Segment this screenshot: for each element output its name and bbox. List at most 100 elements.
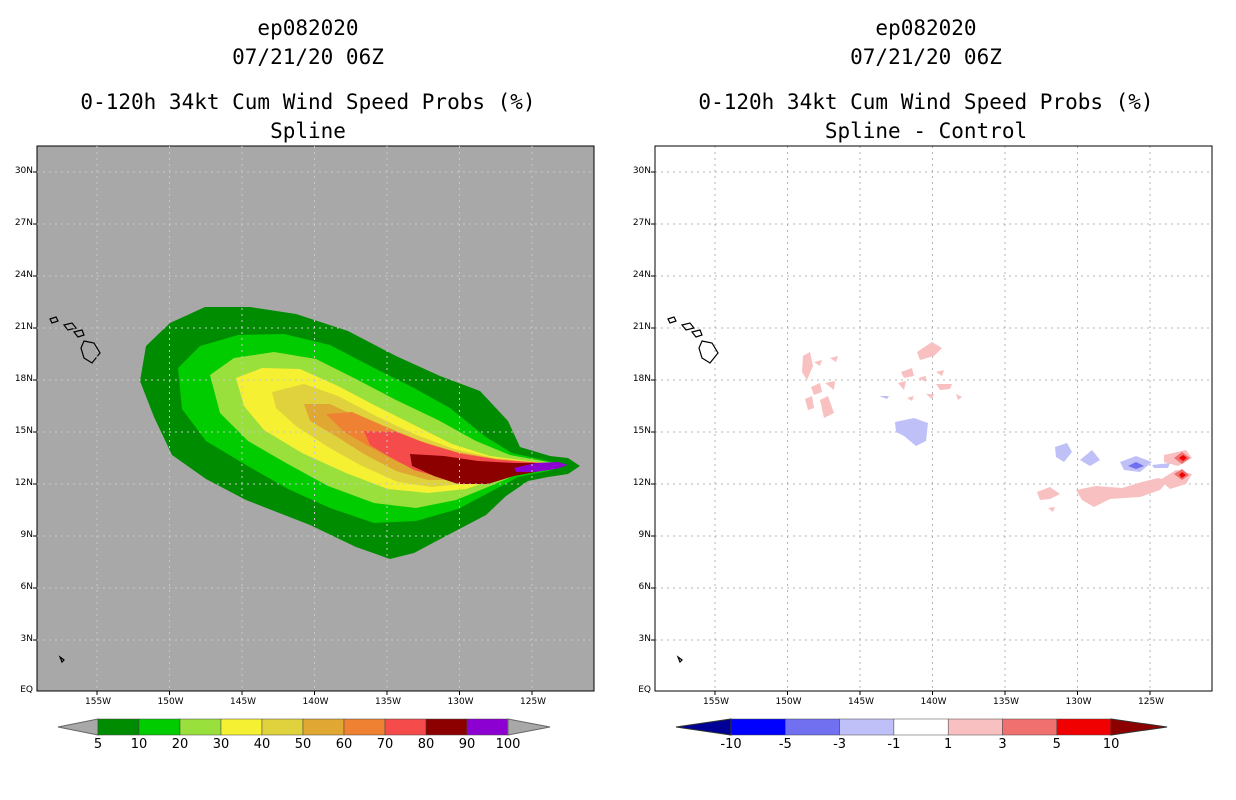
diff-neg-6 xyxy=(1152,463,1170,468)
right-lon-label: 155W xyxy=(703,697,730,707)
diff-pos-4 xyxy=(805,396,814,410)
right-colorbar-label: 1 xyxy=(944,737,953,752)
right-island-big-island xyxy=(698,340,719,364)
diff-neg-4 xyxy=(1080,450,1100,466)
left-colorbar-swatch xyxy=(138,718,181,736)
left-lon-label: 155W xyxy=(85,697,112,707)
right-lat-label: 9N xyxy=(638,530,651,540)
left-colorbar-label: 10 xyxy=(130,737,148,752)
left-colorbar-label: 50 xyxy=(294,737,312,752)
right-island-kauai xyxy=(667,316,677,324)
left-lon-label: 145W xyxy=(230,697,257,707)
left-lat-label: 9N xyxy=(20,530,33,540)
right-colorbar-swatch xyxy=(839,718,895,736)
left-colorbar-label: 5 xyxy=(93,737,103,752)
right-colorbar-swatch xyxy=(893,718,949,736)
right-hawaii-islands xyxy=(667,316,719,664)
contour-80 xyxy=(410,454,566,484)
diff-pos-13 xyxy=(936,384,952,390)
right-lon-label: 130W xyxy=(1065,697,1092,707)
left-hawaii-islands xyxy=(49,316,101,664)
left-colorbar-swatch xyxy=(384,718,427,736)
right-colorbar-label: -1 xyxy=(887,737,901,752)
left-colorbar xyxy=(57,718,551,736)
right-colorbar-high-triangle xyxy=(1110,718,1168,736)
right-colorbar-swatch xyxy=(730,718,786,736)
left-lat-label: 15N xyxy=(14,426,33,436)
diff-pos-24 xyxy=(1179,455,1187,461)
diff-pos-25 xyxy=(1179,472,1186,478)
diff-pos-12 xyxy=(898,381,906,390)
right-colorbar-swatch xyxy=(1056,718,1112,736)
left-colorbar-swatch xyxy=(343,718,386,736)
left-map-frame xyxy=(36,145,595,692)
left-colorbar-swatch xyxy=(179,718,222,736)
diff-pos-11 xyxy=(936,370,944,376)
diff-pos-8 xyxy=(917,342,942,360)
right-lat-label: 12N xyxy=(632,478,651,488)
right-island-oahu xyxy=(680,322,696,331)
diff-pos-15 xyxy=(926,394,934,399)
diff-pos-14 xyxy=(907,396,914,401)
right-colorbar-label: -5 xyxy=(778,737,792,752)
right-colorbar-swatch xyxy=(785,718,840,736)
left-lon-label: 130W xyxy=(447,697,474,707)
left-datetime: 07/21/20 06Z xyxy=(232,45,384,69)
left-colorbar-label: 30 xyxy=(212,737,230,752)
right-lat-label: EQ xyxy=(638,685,651,695)
right-lat-label: 3N xyxy=(638,634,651,644)
left-map xyxy=(33,145,595,695)
diff-pos-6 xyxy=(814,360,822,366)
right-lat-label: 27N xyxy=(632,218,651,228)
left-colorbar-swatch xyxy=(261,718,304,736)
left-lat-label: 30N xyxy=(14,166,33,176)
left-lat-label: EQ xyxy=(20,685,33,695)
left-island-oahu xyxy=(62,322,78,331)
diff-pos-10 xyxy=(918,376,926,382)
right-colorbar-label: 5 xyxy=(1052,737,1061,752)
left-colorbar-swatch xyxy=(302,718,345,736)
left-colorbar-label: 40 xyxy=(253,737,271,752)
left-colorbar-swatch xyxy=(466,718,509,736)
left-probability-contours xyxy=(140,307,580,559)
left-colorbar-label: 80 xyxy=(417,737,435,752)
right-island-maui xyxy=(690,329,703,338)
right-lat-label: 30N xyxy=(632,166,651,176)
right-gridlines xyxy=(651,146,1212,695)
left-lat-label: 12N xyxy=(14,478,33,488)
right-colorbar-label: -10 xyxy=(720,737,742,752)
diff-pos-17 xyxy=(1037,487,1060,500)
right-lon-label: 145W xyxy=(848,697,875,707)
left-colorbar-label: 60 xyxy=(335,737,353,752)
right-colorbar-label: 10 xyxy=(1102,737,1120,752)
left-lat-label: 21N xyxy=(14,322,33,332)
left-colorbar-swatch xyxy=(97,718,140,736)
left-subtitle: Spline xyxy=(270,119,346,143)
left-lon-label: 150W xyxy=(157,697,184,707)
left-gridlines xyxy=(33,146,594,695)
right-subtitle: Spline - Control xyxy=(824,119,1028,143)
diff-pos-2 xyxy=(811,383,822,395)
diff-neg-2 xyxy=(879,396,889,399)
left-island-kauai xyxy=(49,316,59,324)
left-colorbar-low-triangle xyxy=(57,718,99,736)
right-datetime: 07/21/20 06Z xyxy=(850,45,1002,69)
right-lat-label: 15N xyxy=(632,426,651,436)
diff-pos-9 xyxy=(901,368,914,378)
diff-pos-5 xyxy=(825,381,835,390)
left-lat-label: 27N xyxy=(14,218,33,228)
diff-pos-1 xyxy=(802,352,813,380)
left-colorbar-label: 100 xyxy=(495,737,521,752)
right-lat-label: 24N xyxy=(632,270,651,280)
right-map xyxy=(651,145,1213,695)
diff-pos-16 xyxy=(956,394,962,400)
right-difference-contours xyxy=(802,342,1192,512)
right-colorbar-swatch xyxy=(947,718,1003,736)
left-colorbar-swatch xyxy=(425,718,468,736)
right-colorbar-label: -3 xyxy=(833,737,847,752)
diff-pos-18 xyxy=(1048,507,1055,512)
right-lon-label: 150W xyxy=(775,697,802,707)
left-colorbar-swatch xyxy=(220,718,263,736)
right-storm-id: ep082020 xyxy=(875,16,977,40)
